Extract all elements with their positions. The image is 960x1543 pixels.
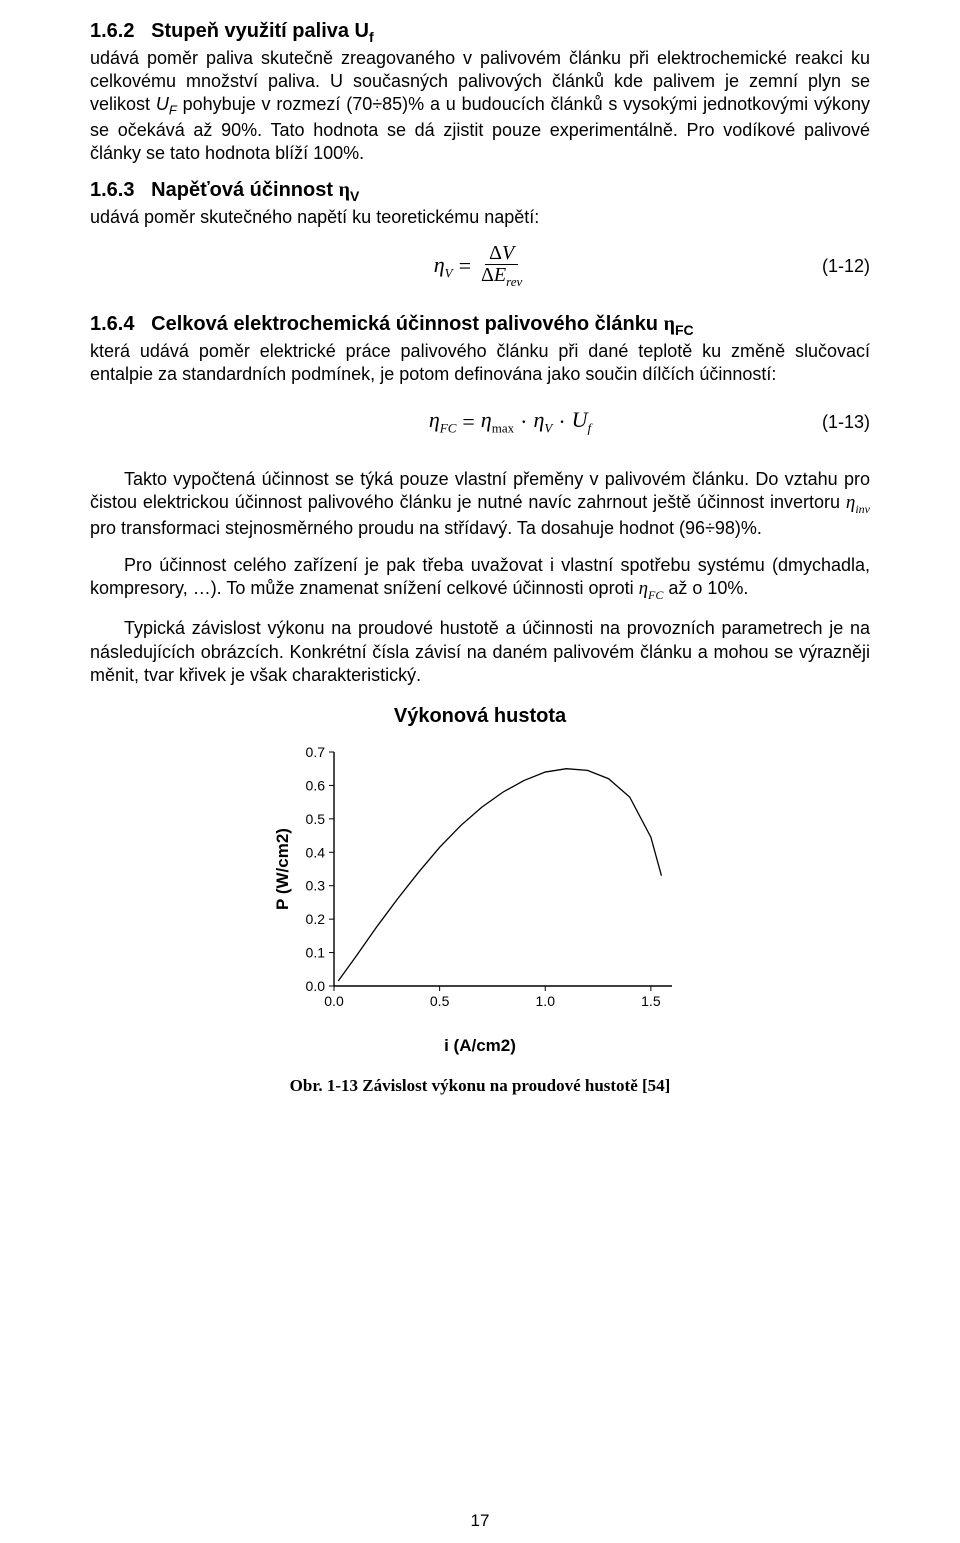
page-number: 17	[0, 1511, 960, 1531]
equation-1-12-row: ηV = ΔV ΔErev (1-12)	[90, 243, 870, 289]
svg-text:0.7: 0.7	[306, 744, 326, 760]
chart-title: Výkonová hustota	[394, 705, 566, 728]
p3a: Pro účinnost celého zařízení je pak třeb…	[90, 555, 870, 598]
section-164-para4: Typická závislost výkonu na proudové hus…	[90, 617, 870, 686]
svg-text:0.6: 0.6	[306, 777, 326, 793]
heading-text: Stupeň využití paliva U	[151, 20, 369, 42]
uf-symbol: U	[156, 94, 169, 114]
svg-text:0.2: 0.2	[306, 911, 326, 927]
heading-num: 1.6.4	[90, 313, 134, 335]
figure-caption: Obr. 1-13 Závislost výkonu na proudové h…	[90, 1076, 870, 1096]
power-density-chart: 0.0 0.1 0.2 0.3 0.4 0.5 0.6 0.7 0.0 0.5 1.0 1.5 P (W…	[270, 740, 690, 1030]
section-164-para3: Pro účinnost celého zařízení je pak třeb…	[90, 554, 870, 603]
eq-eta: η	[434, 252, 445, 277]
equation-number-1-12: (1-12)	[822, 256, 870, 277]
eq-t2: η	[481, 407, 492, 432]
svg-text:1.5: 1.5	[641, 993, 661, 1009]
eq-fraction: ΔV ΔErev	[477, 243, 526, 289]
p2-sub: inv	[855, 502, 870, 516]
eq-t3s: V	[544, 421, 552, 436]
svg-text:P (W/cm2): P (W/cm2)	[273, 828, 292, 910]
eta-symbol: η	[339, 179, 350, 201]
section-164-heading: 1.6.4 Celková elektrochemická účinnost p…	[90, 313, 870, 338]
p2b: pro transformaci stejnosměrného proudu n…	[90, 518, 762, 538]
eq-t2s: max	[492, 421, 514, 436]
p3-eta: η	[639, 578, 648, 599]
equation-1-12: ηV = ΔV ΔErev	[434, 243, 527, 289]
heading-text: Napěťová účinnost	[151, 179, 338, 201]
heading-num: 1.6.3	[90, 179, 134, 201]
equation-1-13-row: ηFC = ηmax · ηV · Uf (1-13)	[90, 400, 870, 444]
heading-text: Celková elektrochemická účinnost palivov…	[151, 313, 663, 335]
heading-sub: FC	[675, 322, 694, 338]
eq-t4: U	[572, 407, 588, 432]
equation-number-1-13: (1-13)	[822, 412, 870, 433]
p2a: Takto vypočtená účinnost se týká pouze v…	[90, 469, 870, 512]
p3b: až o 10%.	[663, 578, 748, 598]
eq-eta-sub: V	[445, 265, 453, 280]
uf-sub: F	[169, 103, 177, 118]
svg-text:0.5: 0.5	[306, 810, 326, 826]
svg-text:0.3: 0.3	[306, 877, 326, 893]
chart-x-label: i (A/cm2)	[444, 1036, 516, 1056]
eq-t3: η	[533, 407, 544, 432]
eq-den-sub: rev	[506, 274, 522, 289]
eq-t4s: f	[588, 421, 592, 436]
eq-den-e: E	[494, 264, 506, 286]
eq-num-delta: Δ	[489, 242, 502, 264]
svg-text:0.5: 0.5	[430, 993, 450, 1009]
eta-symbol: η	[664, 313, 675, 335]
eq-equals: =	[459, 253, 471, 279]
equation-1-13: ηFC = ηmax · ηV · Uf	[429, 407, 591, 436]
eq-dot2: ·	[558, 409, 565, 435]
svg-text:0.0: 0.0	[306, 978, 326, 994]
eq-eq: =	[462, 409, 474, 435]
svg-text:0.4: 0.4	[306, 844, 326, 860]
svg-text:1.0: 1.0	[536, 993, 556, 1009]
eq-num-v: V	[502, 242, 514, 264]
svg-text:0.0: 0.0	[324, 993, 344, 1009]
eq-dot1: ·	[520, 409, 527, 435]
p2-eta: η	[846, 492, 855, 513]
heading-sub: f	[369, 29, 374, 45]
eq-t1s: FC	[440, 421, 457, 436]
heading-sub: V	[350, 188, 359, 204]
p3-sub: FC	[648, 588, 663, 602]
section-162-heading: 1.6.2 Stupeň využití paliva Uf	[90, 20, 870, 45]
eq-t1: η	[429, 407, 440, 432]
svg-text:0.1: 0.1	[306, 944, 326, 960]
section-163-heading: 1.6.3 Napěťová účinnost ηV	[90, 179, 870, 204]
section-162-para: udává poměr paliva skutečně zreagovaného…	[90, 47, 870, 165]
heading-num: 1.6.2	[90, 20, 134, 42]
eq-den-delta: Δ	[481, 264, 494, 286]
chart-container: Výkonová hustota 0.00.10.20.30.40.50.60.…	[90, 705, 870, 1056]
page: 1.6.2 Stupeň využití paliva Uf udává pom…	[0, 0, 960, 1543]
section-164-para2: Takto vypočtená účinnost se týká pouze v…	[90, 468, 870, 540]
para-text-b: pohybuje v rozmezí (70÷85)% a u budoucíc…	[90, 94, 870, 163]
section-164-para1: která udává poměr elektrické práce paliv…	[90, 340, 870, 386]
section-163-para: udává poměr skutečného napětí ku teoreti…	[90, 206, 870, 229]
